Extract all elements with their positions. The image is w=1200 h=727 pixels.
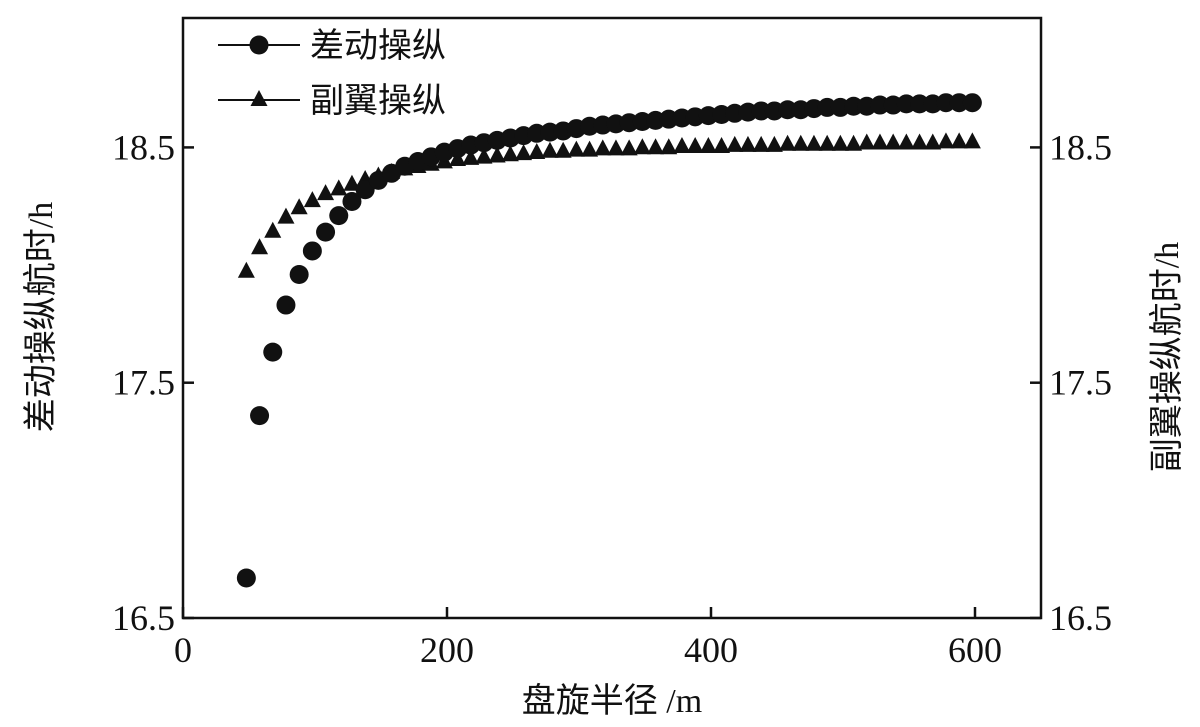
point-differential-control bbox=[870, 95, 890, 115]
point-differential-control bbox=[949, 93, 969, 113]
point-differential-control bbox=[817, 97, 837, 117]
legend-marker-series-1 bbox=[249, 35, 269, 55]
bottom-tick-label: 400 bbox=[684, 630, 738, 670]
point-aileron-control bbox=[303, 191, 321, 208]
right-axis-title: 副翼操纵航时/h bbox=[1148, 242, 1186, 472]
plot-frame bbox=[181, 16, 1043, 620]
point-aileron-control bbox=[845, 134, 863, 151]
legend-label-series-1: 差动操纵 bbox=[310, 27, 446, 65]
left-axis-title: 差动操纵航时/h bbox=[22, 202, 60, 432]
point-aileron-control bbox=[871, 133, 889, 150]
point-differential-control bbox=[263, 342, 283, 362]
point-aileron-control bbox=[937, 132, 955, 149]
data-markers bbox=[236, 93, 982, 588]
point-aileron-control bbox=[699, 137, 717, 154]
point-aileron-control bbox=[765, 135, 783, 152]
point-aileron-control bbox=[858, 133, 876, 150]
legend-label-series-2: 副翼操纵 bbox=[310, 82, 446, 120]
point-aileron-control bbox=[897, 133, 915, 150]
point-aileron-control bbox=[290, 198, 308, 215]
right-axis-ticks: 16.5 17.5 18.5 bbox=[1030, 127, 1112, 638]
point-aileron-control bbox=[330, 179, 348, 196]
point-differential-control bbox=[302, 241, 322, 261]
point-differential-control bbox=[778, 100, 798, 120]
right-tick-label: 16.5 bbox=[1049, 598, 1112, 638]
point-aileron-control bbox=[739, 135, 757, 152]
point-aileron-control bbox=[831, 134, 849, 151]
point-aileron-control bbox=[633, 138, 651, 155]
point-differential-control bbox=[896, 94, 916, 114]
point-aileron-control bbox=[475, 147, 493, 164]
bottom-tick-label: 0 bbox=[174, 630, 192, 670]
point-differential-control bbox=[289, 264, 309, 284]
point-aileron-control bbox=[673, 137, 691, 154]
left-tick-label: 16.5 bbox=[112, 598, 175, 638]
point-differential-control bbox=[250, 406, 270, 426]
point-aileron-control bbox=[805, 134, 823, 151]
point-aileron-control bbox=[581, 140, 599, 157]
point-aileron-control bbox=[317, 184, 335, 201]
point-aileron-control bbox=[792, 134, 810, 151]
point-aileron-control bbox=[607, 139, 625, 156]
legend-marker-series-2 bbox=[250, 90, 268, 106]
point-differential-control bbox=[962, 93, 982, 113]
point-aileron-control bbox=[554, 141, 572, 158]
left-tick-label: 17.5 bbox=[112, 363, 175, 403]
point-differential-control bbox=[236, 568, 256, 588]
point-differential-control bbox=[844, 96, 864, 116]
point-differential-control bbox=[342, 192, 362, 212]
point-differential-control bbox=[751, 101, 771, 121]
point-aileron-control bbox=[567, 140, 585, 157]
point-aileron-control bbox=[264, 221, 282, 238]
point-aileron-control bbox=[963, 132, 981, 149]
x-axis-title: 盘旋半径 /m bbox=[522, 682, 702, 720]
point-aileron-control bbox=[251, 238, 269, 255]
point-aileron-control bbox=[779, 134, 797, 151]
legend: 差动操纵 副翼操纵 bbox=[218, 27, 446, 120]
point-aileron-control bbox=[528, 142, 546, 159]
bottom-tick-label: 200 bbox=[420, 630, 474, 670]
point-aileron-control bbox=[752, 135, 770, 152]
point-aileron-control bbox=[488, 146, 506, 163]
point-aileron-control bbox=[277, 207, 295, 224]
point-aileron-control bbox=[660, 138, 678, 155]
point-differential-control bbox=[276, 295, 296, 315]
point-aileron-control bbox=[237, 261, 255, 278]
point-aileron-control bbox=[541, 141, 559, 158]
point-aileron-control bbox=[594, 139, 612, 156]
point-differential-control bbox=[355, 180, 375, 200]
right-tick-label: 17.5 bbox=[1049, 363, 1112, 403]
point-aileron-control bbox=[647, 138, 665, 155]
point-differential-control bbox=[316, 222, 336, 242]
bottom-tick-label: 600 bbox=[948, 630, 1002, 670]
point-aileron-control bbox=[515, 144, 533, 161]
point-aileron-control bbox=[501, 145, 519, 162]
point-aileron-control bbox=[686, 137, 704, 154]
point-aileron-control bbox=[818, 134, 836, 151]
point-aileron-control bbox=[462, 148, 480, 165]
point-aileron-control bbox=[884, 133, 902, 150]
left-tick-label: 18.5 bbox=[112, 127, 175, 167]
point-differential-control bbox=[910, 94, 930, 114]
point-aileron-control bbox=[911, 133, 929, 150]
point-differential-control bbox=[936, 93, 956, 113]
point-aileron-control bbox=[924, 133, 942, 150]
bottom-axis-ticks: 0 200 400 600 bbox=[174, 607, 1002, 670]
point-differential-control bbox=[329, 206, 349, 226]
point-aileron-control bbox=[620, 139, 638, 156]
point-aileron-control bbox=[713, 137, 731, 154]
point-aileron-control bbox=[726, 135, 744, 152]
left-axis-ticks: 16.5 17.5 18.5 bbox=[112, 127, 194, 638]
point-aileron-control bbox=[950, 132, 968, 149]
right-tick-label: 18.5 bbox=[1049, 127, 1112, 167]
